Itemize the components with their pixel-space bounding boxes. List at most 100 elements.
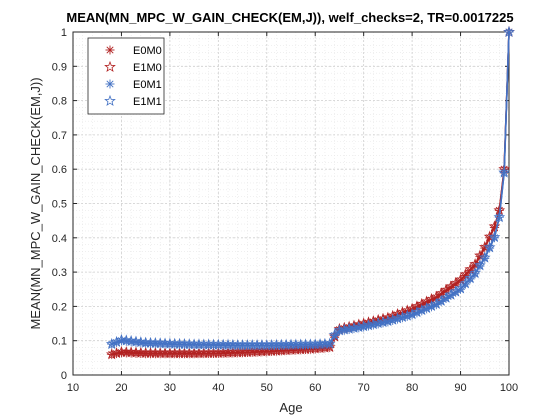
- marker-outline: [372, 317, 385, 329]
- marker-outline: [493, 211, 506, 223]
- star-marker: [435, 294, 448, 306]
- marker-outline: [469, 266, 481, 279]
- star-marker: [406, 308, 418, 320]
- star-marker: [493, 211, 506, 223]
- marker-outline: [382, 315, 394, 327]
- marker-outline: [348, 321, 360, 333]
- y-tick-label: 1: [61, 27, 67, 39]
- star-marker: [454, 282, 467, 294]
- marker-outline: [352, 320, 365, 333]
- x-tick-label: 60: [309, 382, 321, 394]
- marker-outline: [110, 347, 123, 359]
- x-tick-label: 20: [115, 382, 127, 394]
- y-tick-label: 0.7: [52, 130, 67, 142]
- star-marker: [430, 297, 443, 309]
- y-tick-label: 0.2: [52, 301, 67, 313]
- marker-outline: [391, 312, 404, 324]
- marker-outline: [430, 297, 443, 309]
- marker-outline: [459, 277, 472, 289]
- x-tick-label: 100: [500, 382, 518, 394]
- marker-outline: [323, 337, 336, 349]
- y-tick-label: 0.9: [52, 61, 67, 73]
- marker-outline: [377, 316, 389, 328]
- marker-outline: [454, 282, 467, 294]
- legend-entry: E1M0: [104, 60, 162, 74]
- marker-outline: [498, 166, 510, 178]
- axis-ticks: 10 20 30 40 50 60 70 80 90 100 0 0.1 0.2 0.3 0.4 0.5 0.6…: [52, 27, 518, 394]
- marker-outline: [105, 348, 118, 360]
- star-marker: [478, 251, 491, 263]
- x-tick-label: 80: [406, 382, 418, 394]
- marker-outline: [483, 241, 496, 253]
- star-marker: [411, 306, 423, 318]
- x-tick-label: 50: [261, 382, 273, 394]
- star-marker: [396, 310, 409, 323]
- star-marker: [343, 322, 355, 334]
- y-tick-label: 0: [61, 370, 67, 382]
- legend-label: E0M1: [133, 79, 162, 91]
- star-marker: [469, 266, 481, 279]
- marker-outline: [396, 310, 409, 323]
- asterisk-marker: [105, 45, 115, 55]
- y-tick-label: 0.3: [52, 267, 67, 279]
- asterisk-marker: [105, 79, 115, 89]
- star-marker: [488, 230, 501, 243]
- star-marker: [372, 317, 385, 329]
- marker-outline: [362, 319, 375, 331]
- y-tick-label: 0.8: [52, 96, 67, 108]
- marker-outline: [449, 276, 462, 289]
- x-tick-label: 30: [164, 382, 176, 394]
- star-marker: [386, 313, 399, 325]
- star-marker: [105, 348, 118, 360]
- marker-outline: [333, 324, 346, 336]
- marker-outline: [425, 299, 438, 312]
- series-layer: [105, 25, 515, 360]
- legend: E0M0 E1M0 E0M1 E1M1: [87, 37, 165, 115]
- star-marker: [459, 277, 472, 289]
- x-tick-label: 70: [358, 382, 370, 394]
- marker-outline: [104, 60, 116, 72]
- star-marker: [110, 347, 123, 359]
- star-marker: [352, 320, 365, 333]
- star-marker: [474, 259, 486, 271]
- marker-outline: [343, 322, 355, 334]
- chart-title: MEAN(MN_MPC_W_GAIN_CHECK(EM,J)), welf_ch…: [66, 10, 513, 25]
- marker-outline: [503, 25, 515, 37]
- legend-box: [87, 37, 165, 115]
- x-tick-label: 10: [67, 382, 79, 394]
- y-tick-label: 0.5: [52, 199, 67, 211]
- star-marker: [464, 272, 477, 284]
- marker-outline: [420, 301, 433, 314]
- star-marker: [377, 316, 389, 328]
- star-marker: [367, 318, 380, 330]
- marker-outline: [474, 249, 486, 261]
- marker-outline: [105, 337, 118, 350]
- marker-outline: [449, 285, 462, 297]
- legend-entry: E1M1: [104, 94, 162, 108]
- star-marker: [449, 276, 462, 289]
- legend-entry: E0M1: [105, 79, 162, 91]
- star-marker: [420, 301, 433, 314]
- star-marker: [445, 288, 457, 300]
- marker-outline: [411, 306, 423, 318]
- x-tick-label: 40: [212, 382, 224, 394]
- star-marker: [449, 285, 462, 297]
- star-marker: [105, 337, 118, 350]
- marker-stroke: [106, 80, 114, 88]
- marker-outline: [488, 230, 501, 243]
- marker-outline: [415, 304, 428, 316]
- marker-outline: [401, 309, 414, 321]
- star-marker: [333, 324, 346, 336]
- star-marker: [498, 166, 510, 178]
- grid: [72, 31, 510, 376]
- marker-outline: [110, 335, 123, 348]
- legend-label: E1M1: [133, 96, 162, 108]
- star-marker: [474, 249, 486, 261]
- star-marker: [338, 323, 351, 335]
- marker-outline: [386, 313, 399, 325]
- marker-outline: [478, 251, 491, 263]
- star-marker: [483, 241, 496, 253]
